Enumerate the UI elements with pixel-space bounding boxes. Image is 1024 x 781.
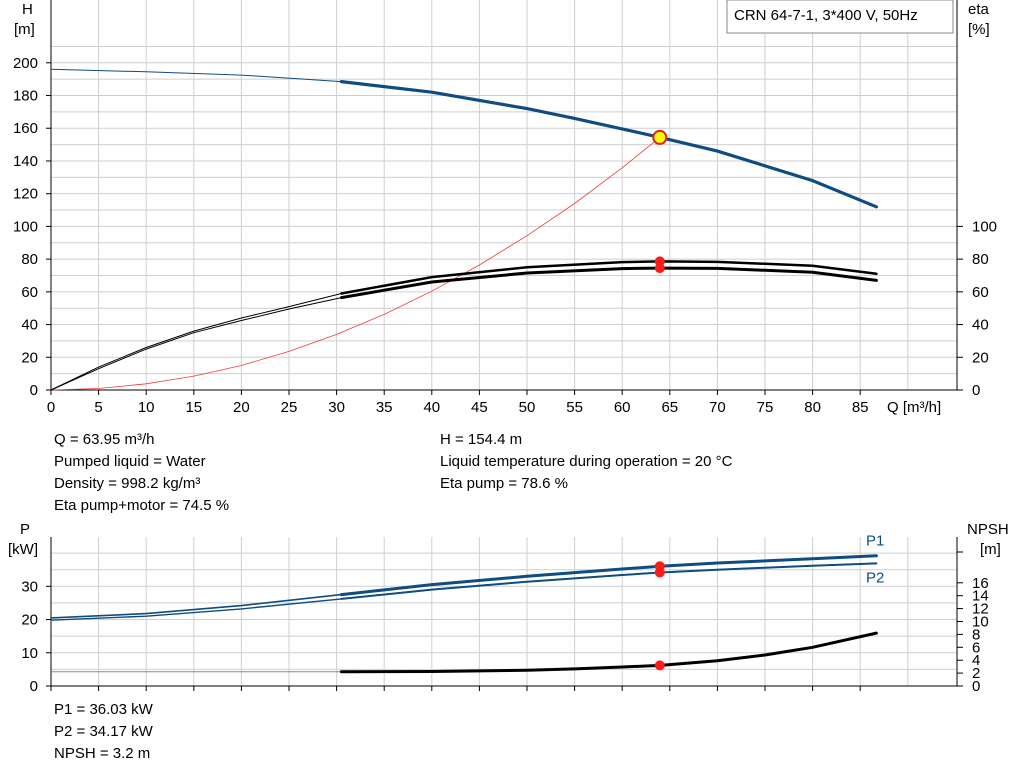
- npsh-value: NPSH = 3.2 m: [54, 745, 151, 762]
- bottom-y2-tick-label: 12: [972, 601, 989, 618]
- head-curve: [339, 80, 878, 209]
- bottom-y2-tick-label: 14: [972, 588, 989, 605]
- eta-pump-motor-curve-thin: [50, 267, 877, 391]
- p2-series-label: P2: [866, 569, 884, 586]
- x-tick-label: 25: [281, 399, 298, 416]
- chart-title: CRN 64-7-1, 3*400 V, 50Hz: [734, 7, 918, 24]
- bottom-y-tick-label: 10: [21, 645, 38, 662]
- top-y-tick-label: 40: [21, 317, 38, 334]
- power-info: P1 = 36.03 kW P2 = 34.17 kW NPSH = 3.2 m: [54, 699, 153, 765]
- bottom-y2-tick-label: 6: [972, 639, 980, 656]
- top-y-label: H: [22, 1, 33, 18]
- bottom-y-tick-label: 0: [30, 678, 38, 695]
- x-tick-label: 15: [185, 399, 202, 416]
- bottom-y2-tick-label: 4: [972, 652, 980, 669]
- bottom-y2-label: NPSH: [967, 521, 1009, 538]
- bottom-y2-tick-label: 8: [972, 626, 980, 643]
- top-y2-tick-label: 0: [972, 382, 980, 399]
- top-y-tick-label: 100: [13, 218, 38, 235]
- eta-pump-motor: Eta pump+motor = 74.5 %: [54, 497, 230, 514]
- top-y-tick-label: 0: [30, 382, 38, 399]
- npsh-curve: [339, 631, 878, 674]
- power-operating-point: [654, 567, 665, 578]
- eta-operating-point: [654, 263, 665, 274]
- density-value: Density = 998.2 kg/m³: [54, 475, 201, 492]
- pumped-liquid: Pumped liquid = Water: [54, 453, 206, 470]
- top-y-tick-label: 160: [13, 120, 38, 137]
- x-tick-label: 80: [804, 399, 821, 416]
- duty-info-left: Q = 63.95 m³/h Pumped liquid = Water Den…: [54, 429, 229, 517]
- x-tick-label: 65: [661, 399, 678, 416]
- bottom-y2-tick-label: 2: [972, 665, 980, 682]
- x-tick-label: 55: [566, 399, 583, 416]
- head-value: H = 154.4 m: [440, 431, 523, 448]
- top-y2-tick-label: 80: [972, 251, 989, 268]
- p1-curve: [339, 554, 878, 597]
- npsh-operating-point: [654, 660, 665, 671]
- duty-point: [652, 129, 668, 145]
- top-y-tick-label: 140: [13, 153, 38, 170]
- x-axis-label: Q [m³/h]: [887, 399, 941, 416]
- p1-series-label: P1: [866, 533, 884, 550]
- eta-pump-curve: [340, 260, 878, 295]
- top-y2-tick-label: 40: [972, 317, 989, 334]
- x-tick-label: 35: [376, 399, 393, 416]
- x-tick-label: 70: [709, 399, 726, 416]
- top-y2-tick-label: 20: [972, 349, 989, 366]
- top-y2-unit: [%]: [968, 21, 990, 38]
- bottom-y-tick-label: 20: [21, 612, 38, 629]
- x-tick-label: 30: [328, 399, 345, 416]
- p2-curve: [340, 562, 878, 600]
- top-y-unit: [m]: [14, 21, 35, 38]
- x-tick-label: 75: [757, 399, 774, 416]
- bottom-y-tick-label: 30: [21, 578, 38, 595]
- top-y-tick-label: 60: [21, 284, 38, 301]
- curves: [50, 68, 878, 674]
- top-y2-label: eta: [968, 1, 990, 18]
- x-tick-label: 20: [233, 399, 250, 416]
- p1-value: P1 = 36.03 kW: [54, 701, 153, 718]
- bottom-y2-tick-label: 10: [972, 614, 989, 631]
- top-y2-tick-label: 100: [972, 218, 997, 235]
- duty-info-right: H = 154.4 m Liquid temperature during op…: [440, 429, 732, 495]
- system-curve: [50, 137, 661, 391]
- top-y-tick-label: 20: [21, 349, 38, 366]
- eta-pump-curve-thin: [50, 260, 877, 391]
- bottom-y2-tick-label: 0: [972, 678, 980, 695]
- head-curve-thin: [50, 68, 877, 208]
- x-tick-label: 50: [519, 399, 536, 416]
- top-y-tick-label: 200: [13, 55, 38, 72]
- x-tick-label: 60: [614, 399, 631, 416]
- bottom-y-label: P: [20, 521, 30, 538]
- bottom-y2-unit: [m]: [980, 541, 1001, 558]
- flow-value: Q = 63.95 m³/h: [54, 431, 155, 448]
- x-tick-label: 40: [423, 399, 440, 416]
- x-tick-label: 45: [471, 399, 488, 416]
- liquid-temperature: Liquid temperature during operation = 20…: [440, 453, 733, 470]
- title-box: CRN 64-7-1, 3*400 V, 50Hz: [726, 0, 954, 34]
- top-y-tick-label: 80: [21, 251, 38, 268]
- x-tick-label: 0: [47, 399, 55, 416]
- top-plot-grid: [50, 0, 958, 391]
- eta-pump-motor-curve: [339, 266, 878, 300]
- eta-pump: Eta pump = 78.6 %: [440, 475, 568, 492]
- top-y2-tick-label: 60: [972, 284, 989, 301]
- x-tick-label: 85: [852, 399, 869, 416]
- axis-labels: H[m]eta[%]020406080100120140160180200020…: [8, 1, 1009, 695]
- p2-value: P2 = 34.17 kW: [54, 723, 153, 740]
- top-y-tick-label: 120: [13, 186, 38, 203]
- bottom-plot-grid: [50, 537, 958, 687]
- top-y-tick-label: 180: [13, 88, 38, 105]
- x-tick-label: 5: [94, 399, 102, 416]
- bottom-y-unit: [kW]: [8, 541, 38, 558]
- bottom-y2-tick-label: 16: [972, 575, 989, 592]
- x-tick-label: 10: [138, 399, 155, 416]
